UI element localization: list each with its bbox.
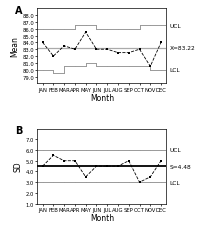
X-axis label: Month: Month — [90, 94, 114, 103]
Text: A: A — [15, 6, 23, 16]
Text: LCL: LCL — [170, 180, 180, 185]
Text: LCL: LCL — [170, 68, 180, 73]
Y-axis label: SD: SD — [14, 161, 23, 172]
X-axis label: Month: Month — [90, 213, 114, 222]
Text: UCL: UCL — [170, 148, 181, 153]
Text: S=4.48: S=4.48 — [170, 164, 191, 169]
Text: B: B — [15, 126, 23, 136]
Y-axis label: Mean: Mean — [11, 36, 19, 57]
Text: UCL: UCL — [170, 24, 181, 29]
Text: X=83.22: X=83.22 — [170, 46, 195, 51]
